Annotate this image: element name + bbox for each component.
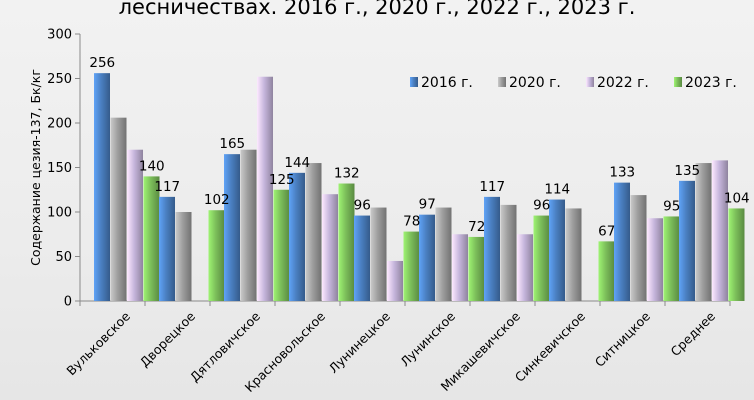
data-label: 132	[334, 166, 360, 182]
data-label: 165	[219, 136, 245, 152]
bar	[468, 236, 485, 301]
data-label: 125	[269, 172, 295, 188]
bar	[110, 117, 127, 301]
data-label: 140	[139, 158, 165, 174]
data-label: 96	[354, 198, 371, 214]
data-label: 104	[724, 190, 750, 206]
data-label: 96	[533, 198, 550, 214]
y-axis-title: Содержание цезия-137, Бк/кг	[28, 69, 43, 266]
data-label: 133	[609, 165, 635, 181]
data-label: 117	[154, 179, 180, 195]
x-tick-label: Лунинское	[397, 308, 458, 369]
bar	[338, 183, 355, 301]
data-label: 135	[674, 163, 700, 179]
bar	[630, 195, 647, 301]
y-tick-label: 0	[64, 295, 72, 310]
bar	[257, 76, 273, 301]
bar	[614, 182, 630, 301]
bar	[647, 218, 663, 301]
x-tick-label: Дворецкое	[137, 308, 199, 370]
bar	[517, 234, 533, 301]
bar	[533, 215, 550, 301]
data-label: 144	[284, 155, 310, 171]
bar	[712, 160, 728, 301]
bar	[679, 180, 695, 301]
data-label: 67	[598, 223, 615, 239]
bar	[387, 260, 403, 301]
bar	[143, 176, 160, 301]
bar	[370, 207, 387, 301]
bar	[159, 196, 175, 301]
bar	[598, 241, 615, 301]
bar	[435, 207, 452, 301]
y-tick-label: 100	[47, 206, 72, 221]
legend-swatch	[586, 77, 594, 87]
data-label: 256	[89, 55, 115, 71]
bar	[419, 214, 435, 301]
data-label: 72	[468, 219, 485, 235]
legend-swatch	[498, 77, 506, 87]
legend-swatch	[674, 77, 682, 87]
bar	[549, 199, 565, 301]
y-tick-label: 300	[47, 28, 72, 43]
bar	[484, 196, 500, 301]
bar	[240, 149, 257, 301]
data-label: 117	[479, 179, 505, 195]
data-label: 97	[419, 197, 436, 213]
chart-title: лесничествах. 2016 г., 2020 г., 2022 г.,…	[118, 0, 636, 19]
x-tick-label: Ситницкое	[592, 308, 654, 370]
x-tick-label: Лунинецкое	[326, 308, 394, 376]
bar	[565, 208, 582, 301]
bar	[500, 204, 517, 301]
data-label: 78	[403, 214, 420, 230]
bar	[208, 210, 225, 301]
bar	[289, 172, 305, 301]
y-tick-label: 200	[47, 117, 72, 132]
y-tick-label: 50	[55, 250, 72, 265]
bar	[305, 163, 322, 301]
legend-label: 2020 г.	[509, 75, 561, 91]
bar	[663, 216, 680, 301]
x-tick-label: Вульковское	[63, 308, 133, 378]
legend-swatch	[410, 77, 418, 87]
x-tick-label: Синкевичское	[512, 308, 589, 385]
bar	[728, 208, 745, 301]
bar	[127, 149, 143, 301]
bar	[273, 189, 290, 301]
bar	[695, 163, 712, 301]
legend: 2016 г. 2020 г. 2022 г. 2023 г.	[410, 75, 737, 91]
legend-label: 2023 г.	[685, 75, 737, 91]
data-label: 102	[204, 192, 230, 208]
bar	[452, 234, 468, 301]
y-tick-label: 150	[47, 161, 72, 176]
bar	[354, 215, 370, 301]
bar	[94, 73, 110, 301]
y-tick-label: 250	[47, 72, 72, 87]
x-tick-label: Среднее	[668, 308, 719, 359]
bar	[224, 154, 240, 301]
bar	[175, 212, 192, 301]
data-label: 95	[663, 198, 680, 214]
data-label: 114	[544, 182, 570, 198]
bar	[403, 231, 420, 301]
legend-label: 2022 г.	[597, 75, 649, 91]
bar	[322, 194, 338, 301]
legend-label: 2016 г.	[421, 75, 473, 91]
